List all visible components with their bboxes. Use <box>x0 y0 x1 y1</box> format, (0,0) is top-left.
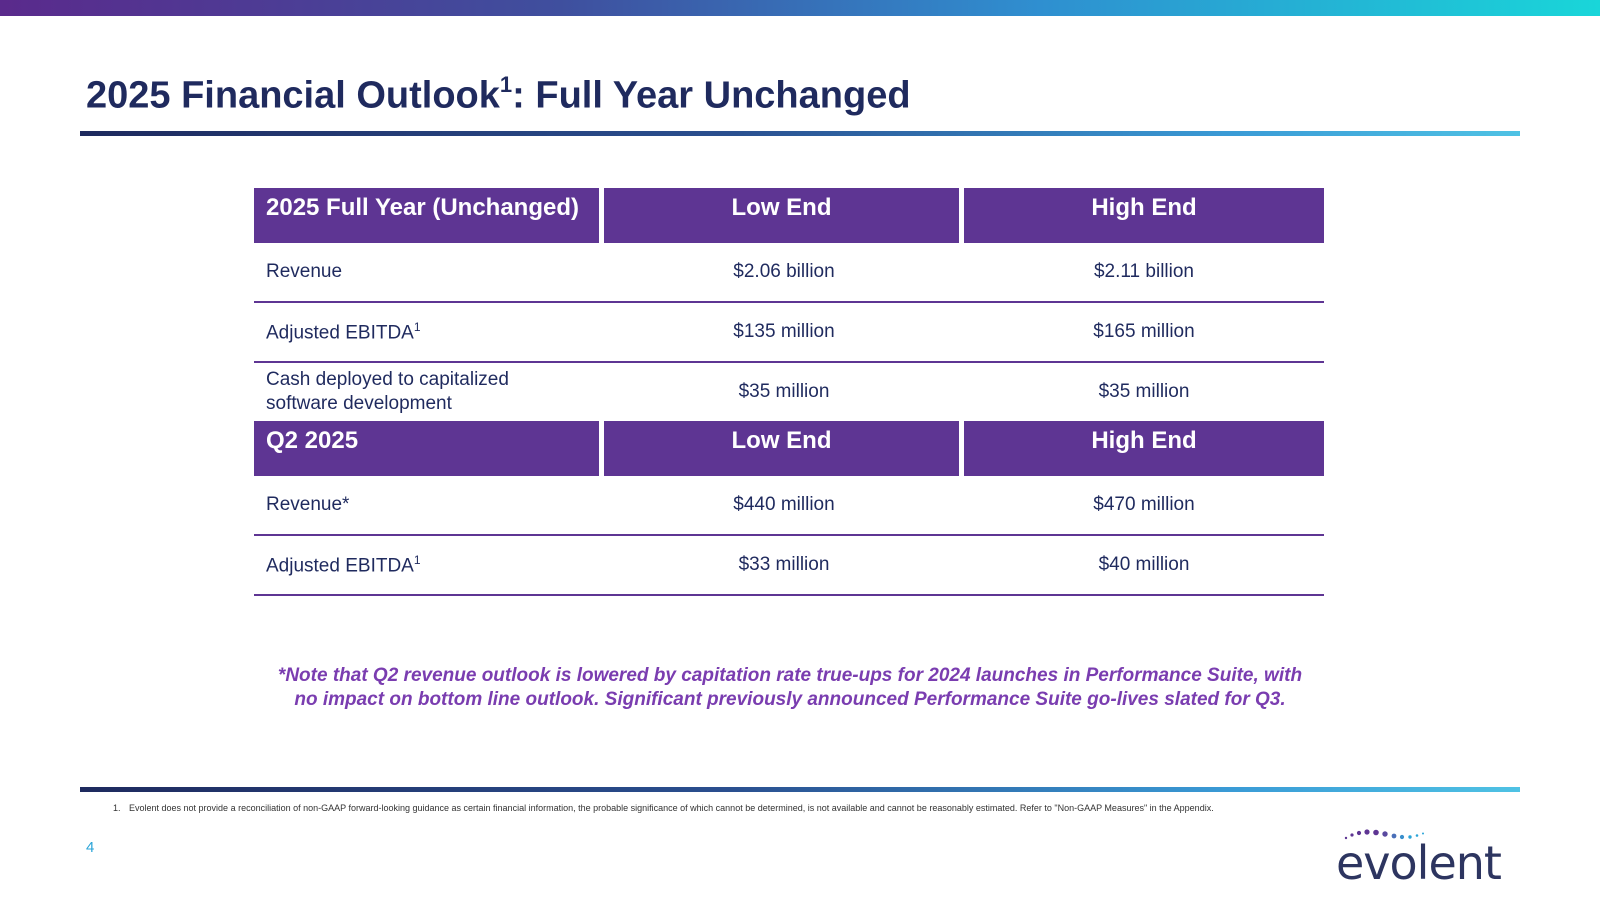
table-row: Adjusted EBITDA1 $135 million $165 milli… <box>254 303 1324 363</box>
quarter-header-low: Low End <box>604 421 964 476</box>
row-low-value: $35 million <box>738 381 830 402</box>
row-high-value: $2.11 billion <box>964 243 1324 303</box>
quarter-header-row: Q2 2025 Low End High End <box>254 421 1324 476</box>
revenue-note: *Note that Q2 revenue outlook is lowered… <box>240 664 1340 712</box>
row-label: Adjusted EBITDA1 <box>254 536 604 596</box>
row-label: Revenue <box>254 243 604 303</box>
outlook-table: 2025 Full Year (Unchanged) Low End High … <box>254 188 1324 596</box>
full-year-header-row: 2025 Full Year (Unchanged) Low End High … <box>254 188 1324 243</box>
table-row: Cash deployed to capitalized software dev… <box>254 363 1324 421</box>
row-high-value: $35 million <box>1098 381 1190 402</box>
row-high-value: $470 million <box>964 476 1324 536</box>
slide-title: 2025 Financial Outlook1: Full Year Uncha… <box>86 72 911 118</box>
evolent-logo: evolent <box>1336 822 1526 892</box>
footnote: 1. Evolent does not provide a reconcilia… <box>113 803 1293 814</box>
note-line-1: *Note that Q2 revenue outlook is lowered… <box>277 665 1303 686</box>
note-line-2: no impact on bottom line outlook. Signif… <box>294 689 1286 710</box>
row-label: Cash deployed to capitalized software dev… <box>266 369 509 414</box>
row-high-value: $40 million <box>964 536 1324 596</box>
quarter-header-label: Q2 2025 <box>254 421 604 476</box>
title-suffix: : Full Year Unchanged <box>512 74 911 117</box>
row-low-value: $2.06 billion <box>604 243 964 303</box>
row-low-value: $33 million <box>604 536 964 596</box>
title-superscript: 1 <box>499 72 513 97</box>
quarter-header-high: High End <box>964 421 1324 476</box>
row-label: Revenue* <box>254 476 604 536</box>
top-gradient-bar <box>0 0 1600 16</box>
row-label: Adjusted EBITDA1 <box>254 303 604 363</box>
table-row: Revenue* $440 million $470 million <box>254 476 1324 536</box>
logo-dots-icon <box>1344 829 1424 840</box>
logo-wordmark: evolent <box>1336 836 1502 890</box>
footnote-text: Evolent does not provide a reconciliatio… <box>129 803 1214 813</box>
table-row: Revenue $2.06 billion $2.11 billion <box>254 243 1324 303</box>
footer-divider <box>80 787 1520 792</box>
full-year-header-high: High End <box>964 188 1324 243</box>
title-divider <box>80 131 1520 136</box>
full-year-header-low: Low End <box>604 188 964 243</box>
row-high-value: $165 million <box>964 303 1324 363</box>
row-low-value: $135 million <box>604 303 964 363</box>
page-number: 4 <box>86 839 95 856</box>
row-low-value: $440 million <box>604 476 964 536</box>
full-year-header-label: 2025 Full Year (Unchanged) <box>254 188 604 243</box>
footnote-number: 1. <box>113 803 121 813</box>
table-row: Adjusted EBITDA1 $33 million $40 million <box>254 536 1324 596</box>
title-text: 2025 Financial Outlook <box>86 74 500 117</box>
